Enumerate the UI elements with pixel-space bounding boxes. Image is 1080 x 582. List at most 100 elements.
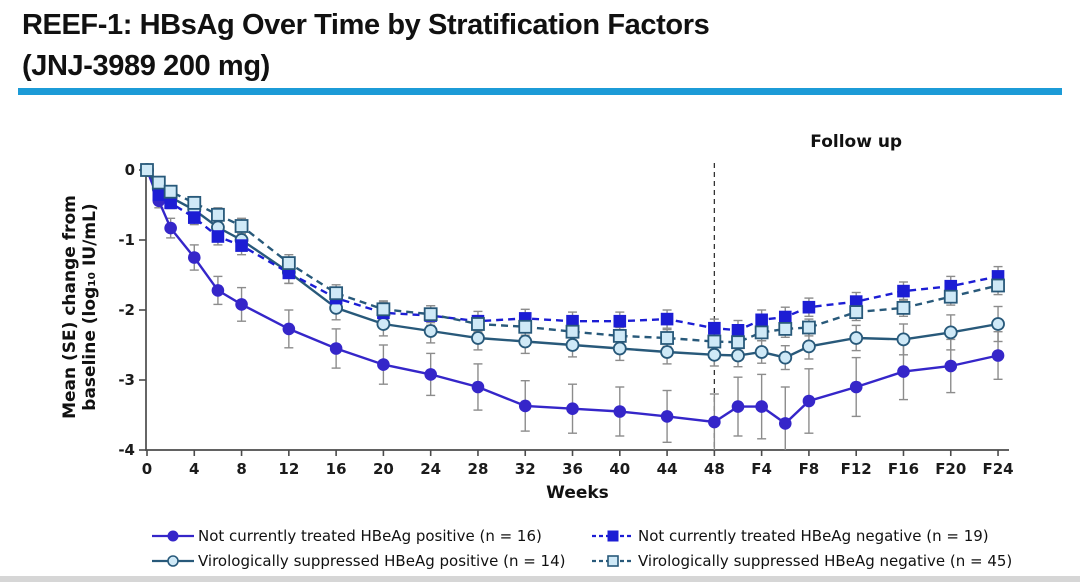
y-tick-label: -3 (118, 371, 135, 389)
x-tick-label: 24 (420, 460, 441, 478)
x-tick-label: 48 (704, 460, 725, 478)
marker-square-open (211, 207, 225, 222)
filled-circle-solid-line-icon (152, 530, 194, 542)
legend-item-not-treated-positive: Not currently treated HBeAg positive (n … (150, 527, 590, 545)
marker-square-filled (211, 230, 225, 243)
x-tick-label: 20 (373, 460, 394, 478)
x-tick-label: 28 (468, 460, 489, 478)
marker-square-filled (660, 312, 674, 326)
marker-square-open (731, 335, 745, 350)
marker-square-open (896, 300, 911, 315)
marker-square-filled (778, 310, 792, 324)
x-tick-label: 36 (562, 460, 583, 478)
x-tick-label: 32 (515, 460, 536, 478)
marker-circle-filled (377, 358, 390, 371)
marker-square-open (187, 195, 202, 210)
marker-square-open (163, 184, 178, 199)
marker-circle-open (849, 331, 864, 345)
bottom-strip (0, 576, 1080, 582)
marker-circle-open (943, 325, 958, 340)
marker-square-open (565, 324, 580, 339)
series-line-1 (145, 169, 999, 332)
x-tick-label: F16 (888, 460, 919, 478)
marker-circle-open (896, 332, 911, 347)
marker-circle-filled (471, 380, 485, 394)
x-tick-label: F24 (982, 460, 1013, 478)
y-tick-label: -1 (118, 231, 135, 249)
marker-square-open (376, 302, 391, 317)
series-line-3 (146, 169, 999, 344)
legend-label: Virologically suppressed HBeAg positive … (198, 552, 566, 570)
marker-circle-filled (613, 405, 627, 418)
marker-square-open (423, 307, 438, 322)
y-tick-label: -4 (118, 441, 135, 459)
marker-square-open (234, 219, 249, 233)
x-tick-label: 4 (189, 460, 199, 478)
x-tick-label: F12 (841, 460, 872, 478)
marker-circle-filled (991, 349, 1005, 362)
marker-circle-open (707, 347, 722, 362)
x-tick-label: 40 (609, 460, 630, 478)
marker-circle-filled (849, 380, 863, 394)
marker-circle-filled (731, 400, 745, 413)
marker-circle-open (565, 338, 580, 352)
marker-square-open (707, 334, 722, 349)
marker-square-open (778, 321, 793, 336)
filled-square-dashed-line-icon (592, 530, 634, 542)
legend-item-not-treated-negative: Not currently treated HBeAg negative (n … (590, 527, 1012, 545)
marker-square-open (151, 175, 166, 190)
marker-circle-filled (708, 415, 721, 429)
marker-circle-open (778, 350, 793, 365)
legend-label: Not currently treated HBeAg positive (n … (198, 527, 542, 545)
marker-circle-filled (755, 400, 768, 413)
marker-square-open (849, 305, 864, 320)
marker-square-filled (897, 284, 910, 298)
marker-square-filled (708, 321, 721, 335)
x-tick-label: 0 (142, 460, 152, 478)
marker-circle-filled (187, 251, 201, 264)
x-tick-label: F4 (751, 460, 772, 478)
marker-circle-open (471, 331, 485, 345)
marker-circle-filled (211, 284, 225, 297)
legend-label: Not currently treated HBeAg negative (n … (638, 527, 989, 545)
marker-square-filled (849, 295, 863, 308)
page-title-line2: (JNJ-3989 200 mg) (22, 50, 270, 82)
marker-circle-open (754, 345, 769, 359)
marker-circle-filled (566, 402, 579, 416)
marker-square-filled (235, 239, 248, 252)
marker-square-filled (164, 196, 177, 210)
marker-square-filled (755, 313, 768, 327)
marker-square-open (660, 331, 674, 345)
marker-circle-filled (660, 410, 674, 423)
page-title: REEF-1: HBsAg Over Time by Stratificatio… (22, 5, 710, 87)
marker-square-filled (802, 300, 816, 314)
marker-square-filled (944, 279, 958, 293)
marker-square-open (943, 289, 958, 304)
marker-circle-filled (282, 322, 296, 336)
legend-label: Virologically suppressed HBeAg negative … (638, 552, 1013, 570)
x-tick-label: F20 (935, 460, 966, 478)
marker-circle-open (731, 348, 745, 363)
marker-circle-open (612, 341, 627, 356)
marker-square-open (281, 256, 296, 271)
marker-square-filled (613, 314, 627, 328)
x-axis-label: Weeks (546, 483, 609, 503)
marker-circle-open (423, 324, 438, 338)
open-square-dashed-line-icon (592, 555, 634, 567)
marker-square-open (140, 163, 154, 177)
marker-square-open (802, 320, 816, 335)
marker-square-open (471, 317, 485, 331)
marker-circle-filled (778, 417, 792, 430)
legend-item-suppressed-positive: Virologically suppressed HBeAg positive … (150, 552, 590, 570)
marker-square-open (612, 328, 627, 343)
x-tick-label: 12 (278, 460, 299, 478)
x-tick-label: 16 (326, 460, 347, 478)
marker-circle-filled (235, 298, 248, 311)
chart-legend: Not currently treated HBeAg positive (n … (150, 527, 1012, 570)
marker-square-open (991, 278, 1005, 293)
legend-item-suppressed-negative: Virologically suppressed HBeAg negative … (590, 552, 1012, 570)
x-tick-label: 44 (657, 460, 678, 478)
marker-circle-filled (518, 399, 532, 413)
